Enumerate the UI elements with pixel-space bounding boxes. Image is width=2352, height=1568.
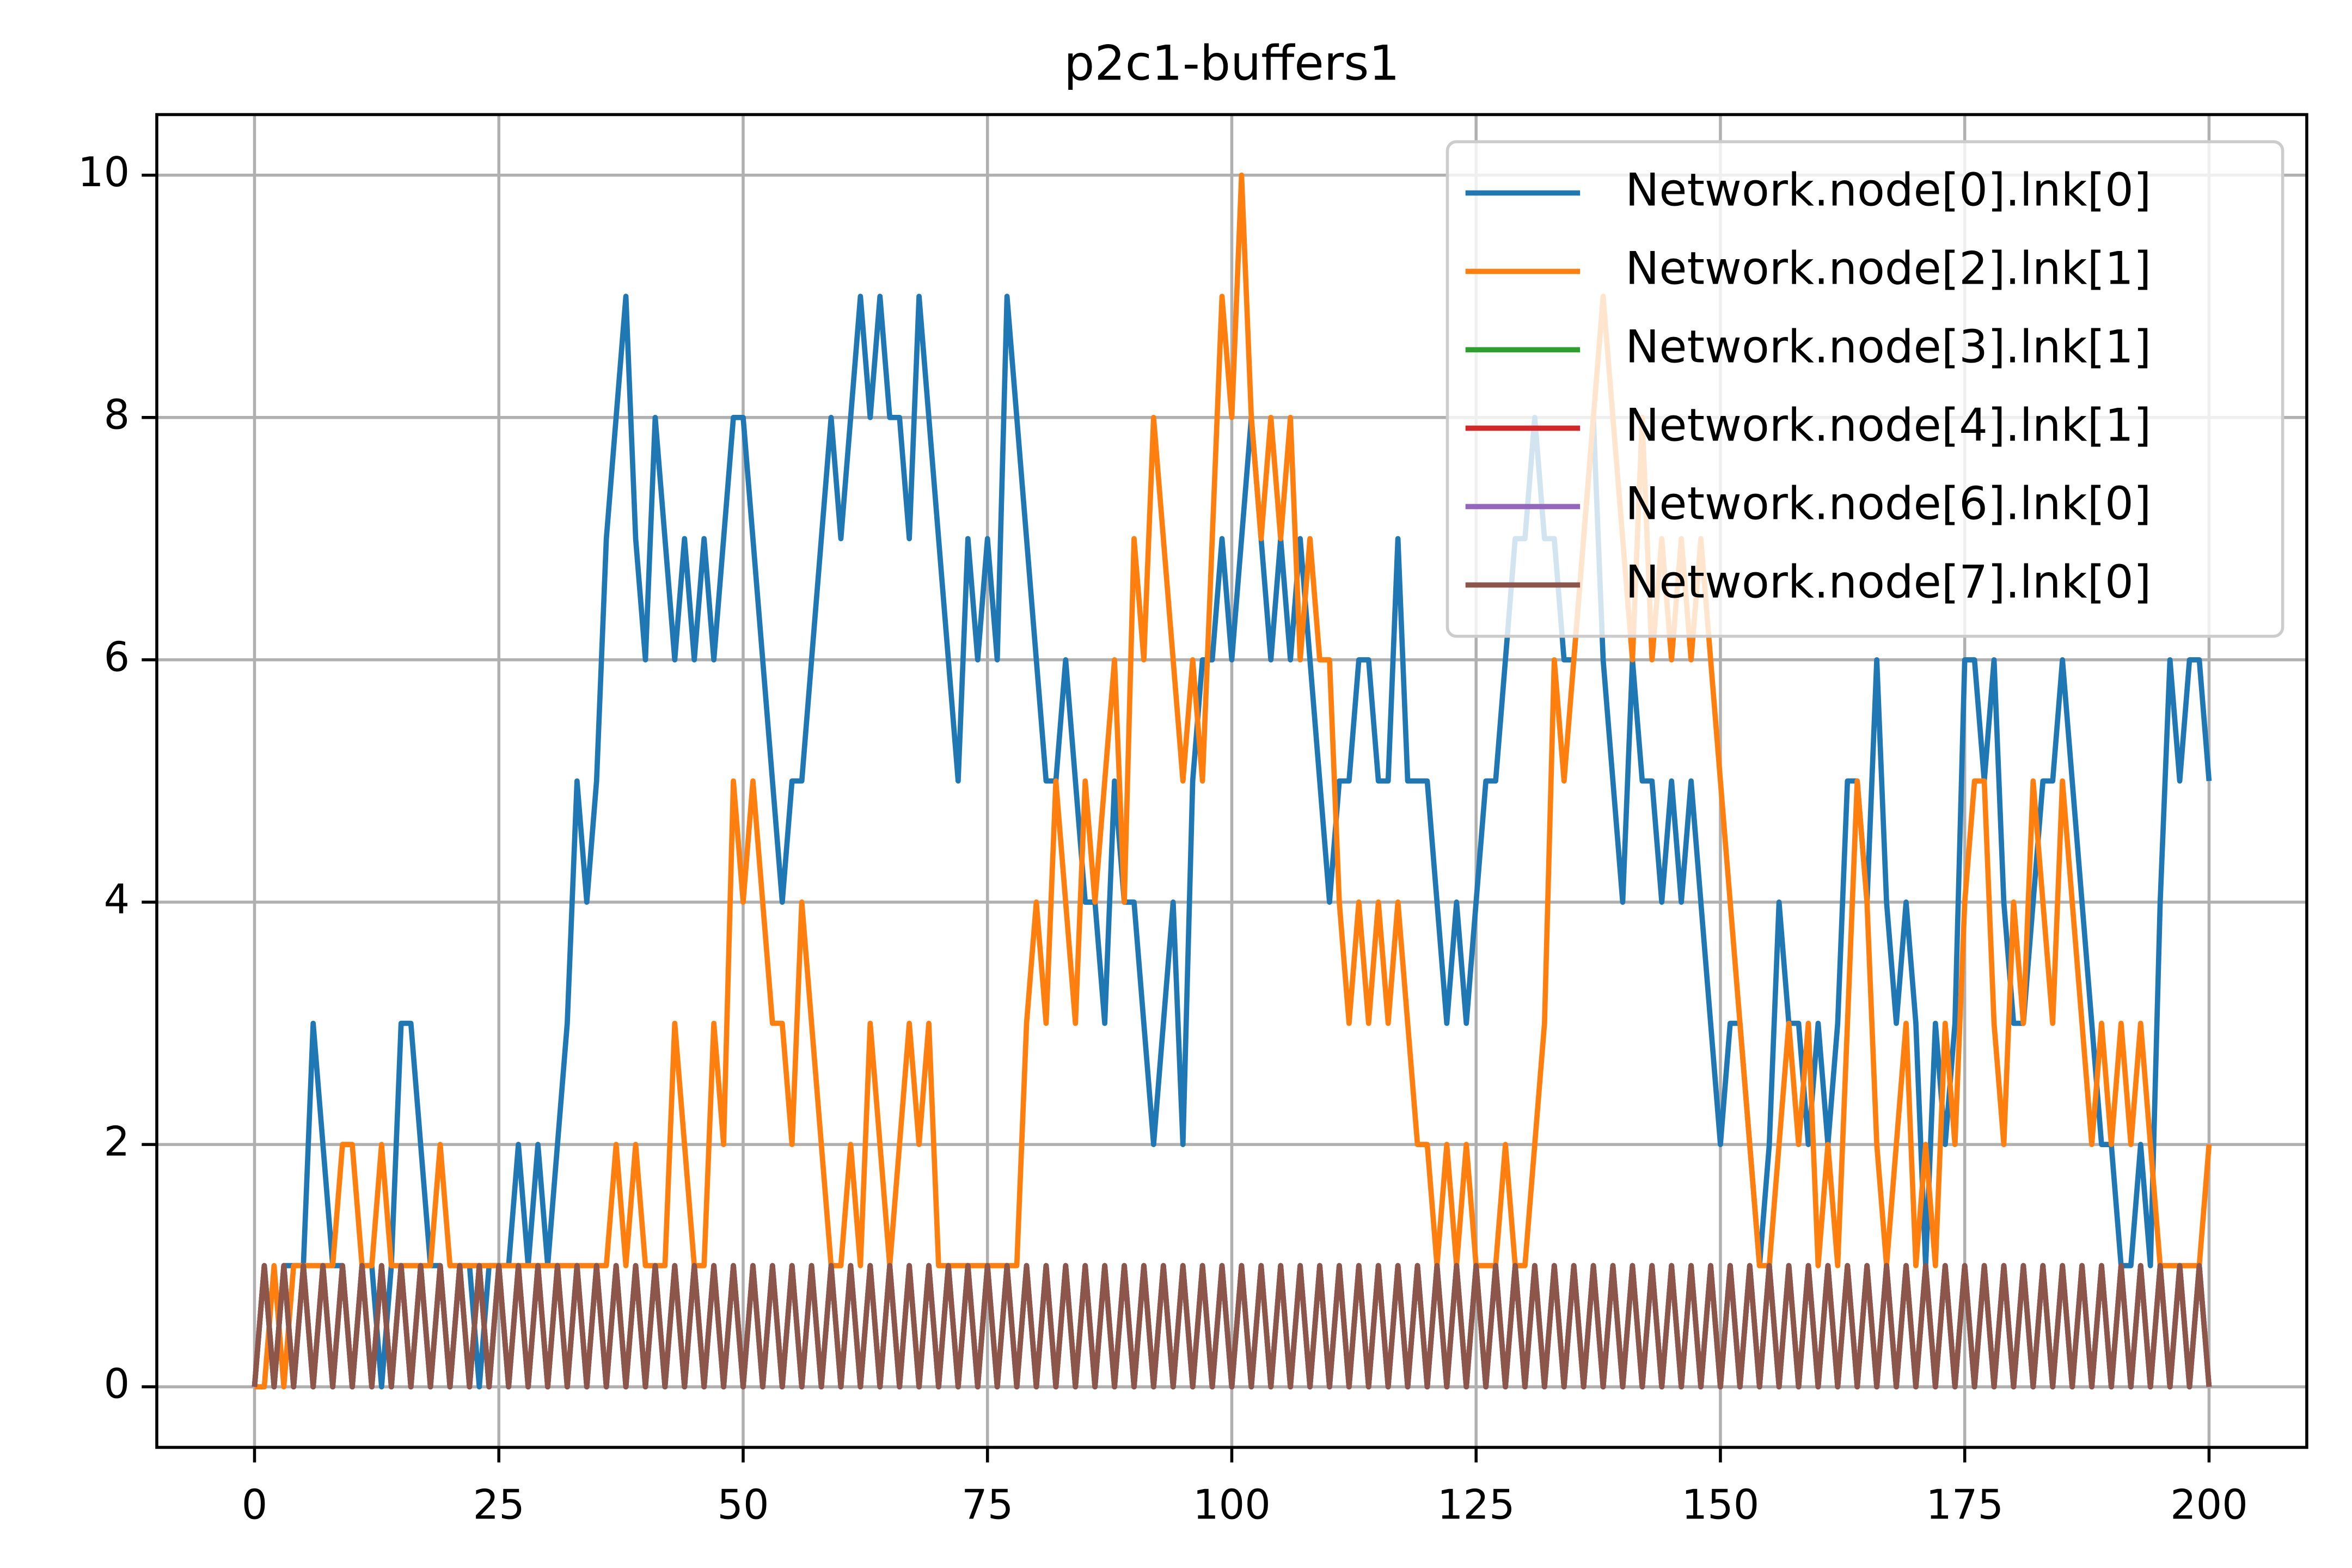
x-tick-label: 0 (242, 1481, 268, 1529)
data-line (252, 1263, 2212, 1390)
x-tick-label: 125 (1437, 1481, 1515, 1529)
x-tick-label: 75 (961, 1481, 1013, 1529)
plot-frame (155, 113, 2308, 1449)
x-tick-label: 100 (1193, 1481, 1271, 1529)
x-tick-label: 175 (1926, 1481, 2004, 1529)
data-line (254, 172, 2212, 1390)
y-tick-label: 4 (104, 876, 130, 923)
data-line (252, 293, 2212, 1390)
y-tick-label: 10 (78, 149, 130, 196)
legend-label: Network.node[0].lnk[0] (1625, 163, 2151, 216)
x-tick-label: 200 (2170, 1481, 2248, 1529)
y-tick-label: 2 (104, 1118, 130, 1166)
chart-title: p2c1-buffers1 (1064, 35, 1400, 91)
ticks: 0 25 50 75 100 125 150 175 200 0 2 4 6 8 10 (78, 149, 2248, 1529)
legend-label: Network.node[4].lnk[1] (1625, 399, 2151, 451)
legend: Network.node[0].lnk[0] Network.node[2].ln… (1445, 140, 2284, 638)
legend-label: Network.node[2].lnk[1] (1625, 242, 2151, 295)
legend-label: Network.node[7].lnk[0] (1625, 555, 2151, 608)
legend-label: Network.node[6].lnk[0] (1625, 477, 2151, 530)
plot-lines (252, 172, 2212, 1390)
y-tick-label: 6 (104, 633, 130, 681)
y-tick-label: 8 (104, 391, 130, 438)
x-tick-label: 50 (717, 1481, 769, 1529)
x-tick-label: 25 (473, 1481, 525, 1529)
legend-label: Network.node[3].lnk[1] (1625, 320, 2151, 373)
x-tick-label: 150 (1682, 1481, 1760, 1529)
legend-frame (1445, 140, 2284, 638)
y-tick-label: 0 (104, 1361, 130, 1408)
